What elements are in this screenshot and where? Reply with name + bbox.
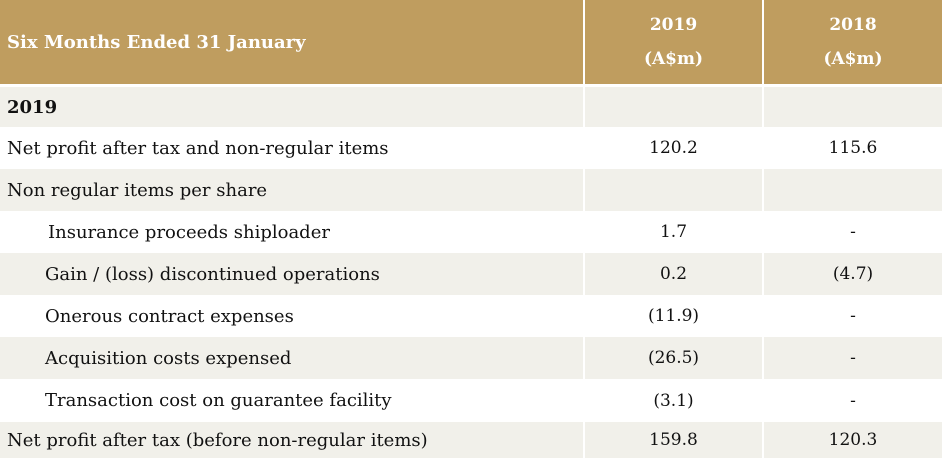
value-2019: 120.2 <box>583 127 762 169</box>
table-row: Insurance proceeds shiploader 1.7 - <box>0 211 942 253</box>
table-header: Six Months Ended 31 January 2019 (A$m) 2… <box>0 0 942 84</box>
table-row: Onerous contract expenses (11.9) - <box>0 295 942 337</box>
header-2019: 2019 (A$m) <box>583 0 762 84</box>
row-label: Gain / (loss) discontinued operations <box>45 263 380 285</box>
value-2018 <box>762 169 942 211</box>
row-label: Non regular items per share <box>7 179 268 201</box>
value-2018: 115.6 <box>762 127 942 169</box>
table-row: 2019 <box>0 87 942 127</box>
value-2019: (26.5) <box>583 337 762 379</box>
table-row: Non regular items per share <box>0 169 942 211</box>
header-2018-year: 2018 <box>829 15 877 35</box>
table-row: Gain / (loss) discontinued operations 0.… <box>0 253 942 295</box>
header-2018-unit: (A$m) <box>823 49 883 69</box>
value-2018: - <box>762 295 942 337</box>
value-2019: 0.2 <box>583 253 762 295</box>
header-2019-unit: (A$m) <box>643 49 704 69</box>
value-2019: (3.1) <box>583 379 762 422</box>
table-row: Net profit after tax (before non-regular… <box>0 422 942 458</box>
row-label: Net profit after tax (before non-regular… <box>7 429 428 451</box>
table-row: Transaction cost on guarantee facility (… <box>0 379 942 422</box>
value-2018: - <box>762 379 942 422</box>
value-2018: (4.7) <box>762 253 942 295</box>
value-2019: 159.8 <box>583 422 762 458</box>
value-2018: 120.3 <box>762 422 942 458</box>
value-2019: (11.9) <box>583 295 762 337</box>
table-row: Acquisition costs expensed (26.5) - <box>0 337 942 379</box>
value-2018: - <box>762 211 942 253</box>
row-label: Onerous contract expenses <box>45 305 294 327</box>
row-label: Acquisition costs expensed <box>45 347 292 369</box>
value-2018 <box>762 87 942 127</box>
value-2018: - <box>762 337 942 379</box>
row-label: Net profit after tax and non-regular ite… <box>7 137 389 159</box>
table-row: Net profit after tax and non-regular ite… <box>0 127 942 169</box>
header-2018: 2018 (A$m) <box>762 0 942 84</box>
value-2019: 1.7 <box>583 211 762 253</box>
header-divider <box>0 84 942 87</box>
value-2019 <box>583 169 762 211</box>
header-label: Six Months Ended 31 January <box>7 31 306 53</box>
value-2019 <box>583 87 762 127</box>
row-label: Transaction cost on guarantee facility <box>45 390 392 411</box>
row-label: 2019 <box>7 96 58 118</box>
header-2019-year: 2019 <box>649 15 698 35</box>
row-label: Insurance proceeds shiploader <box>48 221 330 243</box>
